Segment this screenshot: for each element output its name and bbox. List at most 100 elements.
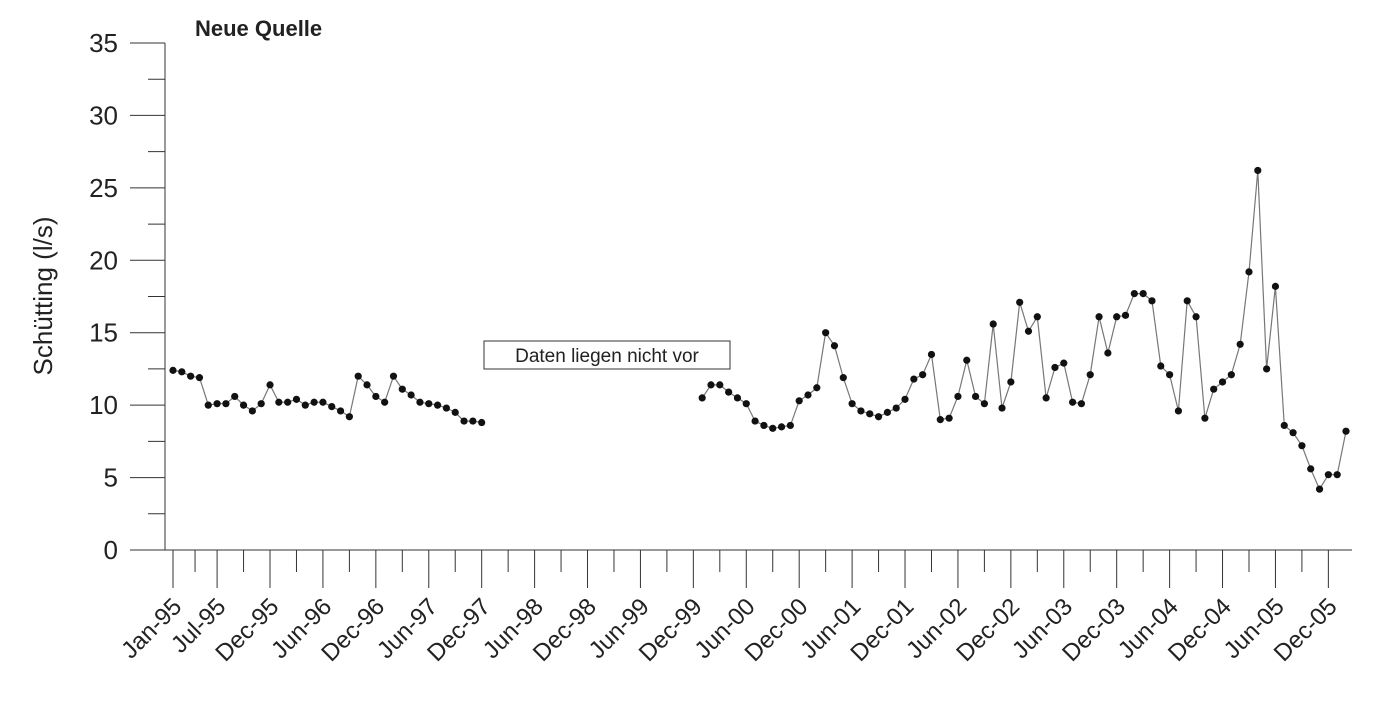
data-point [980, 400, 988, 408]
y-tick-label: 0 [104, 535, 118, 565]
data-point [1113, 313, 1121, 321]
data-point [760, 421, 768, 430]
data-point [478, 418, 486, 427]
data-point [1271, 282, 1280, 290]
data-point [1121, 311, 1130, 319]
data-point [1289, 429, 1297, 437]
data-point [275, 398, 283, 406]
data-point [195, 374, 204, 382]
data-point [698, 394, 706, 402]
data-point [204, 401, 212, 409]
data-point [257, 400, 265, 408]
data-point [398, 385, 406, 393]
data-point [777, 423, 786, 431]
data-point [1210, 385, 1218, 393]
annotation-box [483, 340, 731, 370]
data-point [1183, 297, 1191, 305]
data-point [1024, 327, 1033, 335]
data-point [786, 421, 794, 430]
data-point [813, 384, 821, 392]
data-point [857, 407, 865, 415]
data-point [231, 392, 239, 401]
data-point [725, 388, 733, 396]
data-point [389, 372, 398, 380]
data-point [733, 394, 742, 402]
data-point [1130, 290, 1138, 298]
data-point [822, 329, 830, 337]
data-point [742, 400, 750, 408]
data-point [874, 413, 883, 421]
data-point [407, 391, 415, 399]
data-point [1227, 371, 1235, 379]
data-point [901, 395, 909, 403]
data-point [266, 381, 274, 389]
data-point [1086, 371, 1094, 379]
data-point [1068, 398, 1077, 406]
data-point [1315, 485, 1324, 493]
data-point [910, 375, 918, 383]
data-point [222, 400, 230, 408]
series-line [172, 170, 1347, 491]
data-point [425, 400, 433, 408]
data-point [284, 398, 292, 406]
data-point [1166, 371, 1174, 379]
data-point [460, 417, 468, 425]
data-point [1077, 400, 1086, 408]
data-point [381, 398, 389, 406]
data-point [310, 398, 318, 406]
data-point [936, 416, 944, 424]
data-point [1007, 378, 1015, 386]
data-point [1192, 313, 1200, 321]
data-point [178, 368, 186, 376]
data-point [169, 366, 177, 374]
data-point [1333, 471, 1341, 479]
data-point [998, 404, 1006, 412]
data-point [1280, 421, 1288, 430]
data-point [1201, 414, 1209, 422]
data-point [804, 391, 812, 399]
data-point [1254, 166, 1262, 175]
data-point [213, 400, 221, 408]
data-point [1148, 297, 1156, 305]
data-point [239, 401, 248, 409]
y-tick-label: 20 [89, 245, 118, 275]
y-tick-label: 30 [89, 100, 118, 130]
data-point [345, 413, 353, 421]
data-point [1324, 471, 1332, 479]
data-point [883, 408, 891, 416]
data-point [1298, 442, 1306, 450]
data-point [1016, 298, 1024, 306]
data-point [1095, 313, 1103, 321]
data-point [442, 404, 451, 412]
data-point [716, 381, 724, 389]
data-point [1157, 362, 1165, 370]
data-point [319, 398, 327, 406]
data-point [1236, 340, 1244, 348]
data-point [363, 381, 371, 389]
data-point [945, 414, 953, 422]
data-point [354, 372, 362, 380]
data-point [989, 320, 997, 328]
data-point [839, 374, 847, 382]
data-point [866, 410, 874, 418]
y-axis-label: Schütting (l/s) [28, 217, 58, 376]
data-point [1342, 427, 1350, 435]
data-point [769, 424, 777, 432]
data-point [848, 400, 856, 408]
data-point [892, 404, 900, 412]
data-point [433, 401, 442, 409]
data-point [301, 401, 309, 409]
data-point [416, 398, 424, 406]
data-point [1033, 313, 1041, 321]
data-point [919, 371, 927, 379]
data-point [1139, 290, 1147, 298]
data-point [1051, 363, 1059, 372]
data-point [1307, 465, 1315, 473]
annotation: Daten liegen nicht vor [515, 346, 699, 367]
data-point [963, 356, 971, 364]
data-point [328, 402, 336, 411]
data-point [1263, 365, 1271, 373]
y-tick-label: 5 [104, 463, 118, 493]
data-point [372, 392, 380, 401]
